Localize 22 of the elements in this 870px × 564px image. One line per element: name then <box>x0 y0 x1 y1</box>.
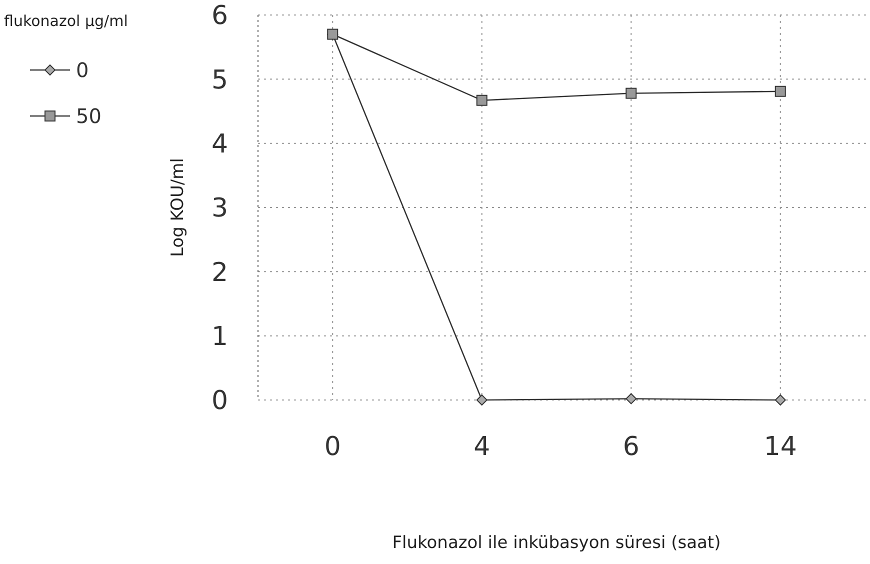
y-tick-label: 5 <box>211 65 228 96</box>
legend-label: 50 <box>76 104 102 128</box>
y-tick-label: 2 <box>211 258 228 288</box>
x-tick-label: 6 <box>622 432 640 462</box>
legend-label: 0 <box>76 58 89 82</box>
x-tick-label: 4 <box>474 432 490 462</box>
y-tick-label: 0 <box>211 386 228 416</box>
point <box>774 394 786 406</box>
point <box>626 393 637 404</box>
y-tick-label: 6 <box>211 1 228 32</box>
legend-title: flukonazol µg/ml <box>4 12 128 30</box>
y-tick-label: 3 <box>211 194 228 224</box>
x-axis-title: Flukonazol ile inkübasyon süresi (saat) <box>392 533 721 553</box>
y-axis-title: Log KOU/ml <box>168 158 188 257</box>
point <box>476 394 488 406</box>
y-tick-label: 4 <box>211 129 228 160</box>
point <box>626 88 637 99</box>
point <box>476 94 488 106</box>
point <box>774 86 786 97</box>
x-tick-label: 14 <box>764 432 797 462</box>
y-tick-label: 1 <box>211 322 228 352</box>
x-tick-label: 0 <box>324 432 341 462</box>
